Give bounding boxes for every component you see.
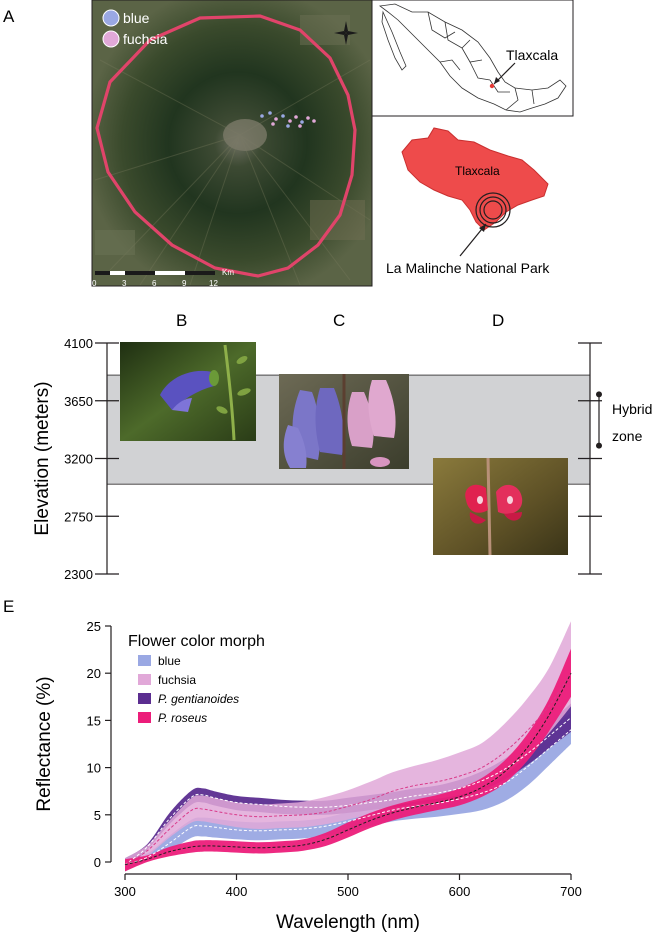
reflectance-ytick-label: 10 <box>87 761 101 776</box>
reflectance-ytick-label: 0 <box>94 855 101 870</box>
park-rings <box>475 192 511 228</box>
panel-label-e: E <box>3 597 14 616</box>
legend-swatch-roseus <box>138 712 151 723</box>
reflectance-xtick-label: 400 <box>226 884 248 899</box>
mexico-arrow-head <box>494 77 500 84</box>
reflectance-xtick-label: 300 <box>114 884 136 899</box>
scale-unit: Km <box>222 268 234 277</box>
scale-tick-12: 12 <box>209 279 218 288</box>
state-label: Tlaxcala <box>455 164 500 178</box>
legend-swatch-gentianoides <box>138 693 151 704</box>
elevation-tick-label: 2750 <box>64 509 93 524</box>
scale-tick-3: 3 <box>122 279 127 288</box>
mexico-label: Tlaxcala <box>506 47 558 63</box>
compass-icon <box>334 21 358 45</box>
reflectance-xtick-label: 500 <box>337 884 359 899</box>
legend-dot-blue <box>102 9 120 27</box>
scale-tick-6: 6 <box>152 279 157 288</box>
mean-line-p-roseus <box>124 672 572 866</box>
legend-swatch-blue <box>138 655 151 666</box>
hybrid-label-line2: zone <box>612 428 643 444</box>
legend-swatch-fuchsia <box>138 674 151 685</box>
legend-entry-fuchsia: fuchsia <box>158 673 196 687</box>
reflectance-xtick-label: 600 <box>449 884 471 899</box>
map-legend: blue fuchsia <box>102 9 168 48</box>
hybrid-marker-bottom <box>596 442 602 449</box>
park-boundary <box>95 14 357 278</box>
reflectance-xtick-label: 700 <box>560 884 582 899</box>
elevation-tick-label: 3650 <box>64 394 93 409</box>
reflectance-legend: Flower color morph blue fuchsia P. genti… <box>128 633 265 725</box>
band-fuchsia <box>125 621 571 872</box>
elevation-ylabel: Elevation (meters) <box>32 381 53 535</box>
scale-bar: 0 3 6 9 12 Km <box>92 268 234 288</box>
map-frame <box>91 0 373 287</box>
panel-label-a: A <box>3 7 15 26</box>
tlaxcala-state <box>401 127 549 231</box>
reflectance-ylabel: Reflectance (%) <box>34 676 55 811</box>
hybrid-label-line1: Hybrid <box>612 401 652 417</box>
sample-points <box>260 111 316 128</box>
legend-label-blue: blue <box>123 10 150 26</box>
scale-tick-9: 9 <box>182 279 187 288</box>
reflectance-chart: 0 5 10 15 20 25 300 400 500 600 700 Wavelength (nm)… <box>34 619 582 933</box>
panel-label-d: D <box>492 311 504 330</box>
panel-label-b: B <box>176 311 187 330</box>
scale-tick-0: 0 <box>92 279 97 288</box>
panel-label-c: C <box>333 311 345 330</box>
tlaxcala-marker <box>489 83 495 89</box>
legend-entry-blue: blue <box>158 654 181 668</box>
mean-line-p-gentianoides <box>124 717 572 866</box>
legend-entry-gentianoides: P. gentianoides <box>158 692 239 706</box>
reflectance-ytick-label: 20 <box>87 666 101 681</box>
reflectance-ytick-label: 5 <box>94 808 101 823</box>
legend-dot-fuchsia <box>102 30 120 48</box>
satellite-map <box>92 0 372 286</box>
photo-b <box>120 342 256 441</box>
reflectance-legend-title: Flower color morph <box>128 633 265 650</box>
legend-entry-roseus: P. roseus <box>158 711 207 725</box>
hybrid-zone-marker <box>596 391 602 449</box>
reflectance-ytick-label: 15 <box>87 713 101 728</box>
photo-d <box>433 457 568 556</box>
mexico-map <box>378 3 567 113</box>
band-p-roseus <box>125 648 571 872</box>
elevation-tick-label: 4100 <box>64 336 93 351</box>
elevation-tick-label: 3200 <box>64 452 93 467</box>
legend-label-fuchsia: fuchsia <box>123 31 168 47</box>
reflectance-ytick-label: 25 <box>87 619 101 634</box>
photo-c <box>279 374 409 469</box>
elevation-tick-label: 2300 <box>64 567 93 582</box>
reflectance-xlabel: Wavelength (nm) <box>276 912 420 933</box>
park-label: La Malinche National Park <box>386 260 550 276</box>
park-arrow-head <box>479 224 486 232</box>
hybrid-marker-top <box>596 391 602 398</box>
band-blue <box>125 712 571 872</box>
mean-line-fuchsia <box>124 672 572 866</box>
mexico-inset-frame <box>371 0 574 117</box>
